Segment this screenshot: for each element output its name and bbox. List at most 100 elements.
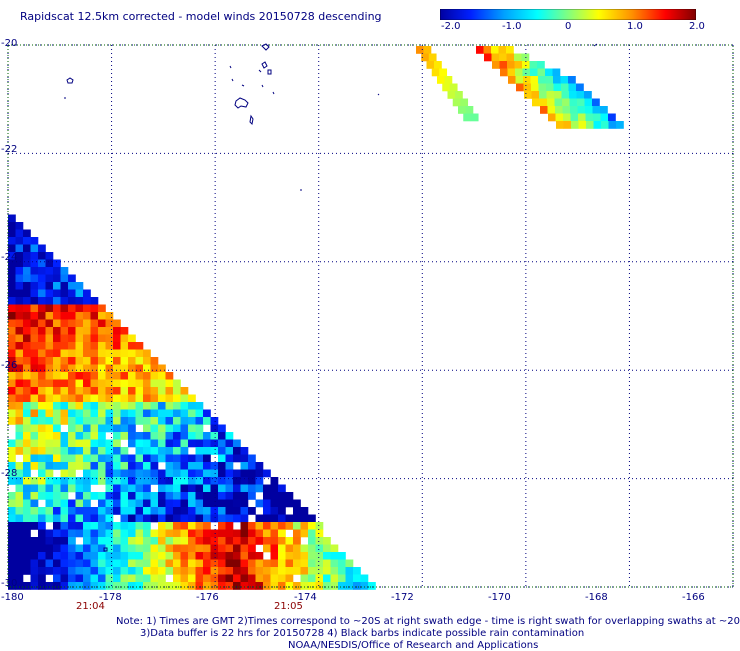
wind-cell	[75, 454, 84, 463]
wind-cell	[98, 334, 106, 343]
wind-cell	[53, 289, 61, 298]
wind-cell	[83, 477, 91, 485]
wind-cell	[105, 552, 114, 560]
colorbar-label: 0	[565, 21, 572, 32]
wind-cell	[53, 409, 61, 418]
wind-cell	[188, 529, 196, 538]
wind-cell	[165, 417, 174, 425]
wind-cell	[113, 529, 121, 538]
wind-cell	[23, 387, 31, 395]
wind-cell	[8, 567, 16, 575]
wind-cell	[83, 559, 91, 568]
wind-cell	[263, 574, 271, 583]
wind-cell	[45, 424, 54, 433]
wind-cell	[203, 582, 211, 590]
wind-cell	[38, 297, 46, 305]
wind-cell	[240, 507, 249, 515]
wind-cell	[315, 544, 324, 553]
wind-cell	[308, 559, 316, 568]
wind-cell	[113, 387, 121, 395]
wind-cell	[218, 559, 226, 568]
wind-cell	[38, 327, 46, 335]
wind-cell	[135, 552, 144, 560]
wind-cell	[98, 537, 106, 545]
wind-cell	[83, 364, 91, 373]
wind-cell	[188, 462, 196, 470]
wind-cell	[180, 552, 189, 560]
wind-cell	[60, 484, 69, 493]
wind-cell	[135, 574, 144, 583]
wind-cell	[68, 372, 76, 380]
wind-cell	[98, 424, 106, 433]
wind-cell	[248, 559, 256, 568]
wind-cell	[105, 417, 114, 425]
wind-cell	[173, 544, 181, 553]
wind-cell	[248, 537, 256, 545]
wind-cell	[255, 477, 264, 485]
wind-cell	[158, 559, 166, 568]
wind-cell	[128, 514, 136, 523]
wind-cell	[68, 544, 76, 553]
wind-cell	[45, 544, 54, 553]
wind-cell	[255, 559, 264, 568]
wind-cell	[173, 484, 181, 493]
wind-cell	[68, 432, 76, 440]
wind-cell	[203, 522, 211, 530]
wind-cell	[113, 379, 121, 388]
wind-cell	[150, 447, 159, 455]
wind-cell	[233, 582, 241, 590]
wind-cell	[562, 106, 571, 114]
wind-cell	[338, 559, 346, 568]
wind-cell	[165, 432, 174, 440]
wind-cell	[90, 379, 99, 388]
wind-cell	[240, 544, 249, 553]
wind-cell	[195, 439, 204, 448]
wind-cell	[98, 469, 106, 478]
wind-cell	[576, 91, 585, 99]
wind-cell	[105, 567, 114, 575]
wind-cell	[60, 282, 69, 290]
wind-cell	[293, 522, 301, 530]
wind-cell	[158, 522, 166, 530]
wind-cell	[233, 574, 241, 583]
wind-cell	[45, 259, 54, 268]
wind-cell	[45, 327, 54, 335]
wind-cell	[180, 439, 189, 448]
wind-cell	[240, 462, 249, 470]
wind-cell	[135, 379, 144, 388]
wind-cell	[53, 417, 61, 425]
wind-cell	[45, 409, 54, 418]
wind-cell	[38, 522, 46, 530]
wind-cell	[225, 432, 234, 440]
wind-cell	[68, 342, 76, 350]
wind-cell	[444, 76, 453, 84]
wind-cell	[30, 567, 39, 575]
wind-cell	[530, 68, 538, 77]
wind-cell	[53, 567, 61, 575]
wind-cell	[143, 559, 151, 568]
colorbar	[440, 9, 696, 20]
lat-label: -24	[1, 252, 18, 263]
wind-cell	[158, 567, 166, 575]
wind-cell	[180, 432, 189, 440]
wind-cell	[83, 567, 91, 575]
wind-cell	[293, 529, 301, 538]
wind-cell	[98, 574, 106, 583]
wind-cell	[315, 529, 324, 538]
wind-cell	[203, 439, 211, 448]
wind-cell	[8, 274, 16, 283]
wind-cell	[165, 402, 174, 410]
wind-cell	[135, 507, 144, 515]
wind-cell	[180, 507, 189, 515]
wind-cell	[263, 537, 271, 545]
wind-cell	[90, 462, 99, 470]
wind-cell	[23, 409, 31, 418]
coastline	[231, 78, 234, 82]
wind-cell	[616, 121, 624, 129]
wind-cell	[585, 106, 593, 114]
wind-cell	[143, 447, 151, 455]
wind-cell	[218, 514, 226, 523]
wind-cell	[60, 267, 69, 275]
wind-cell	[188, 567, 196, 575]
wind-cell	[30, 289, 39, 298]
